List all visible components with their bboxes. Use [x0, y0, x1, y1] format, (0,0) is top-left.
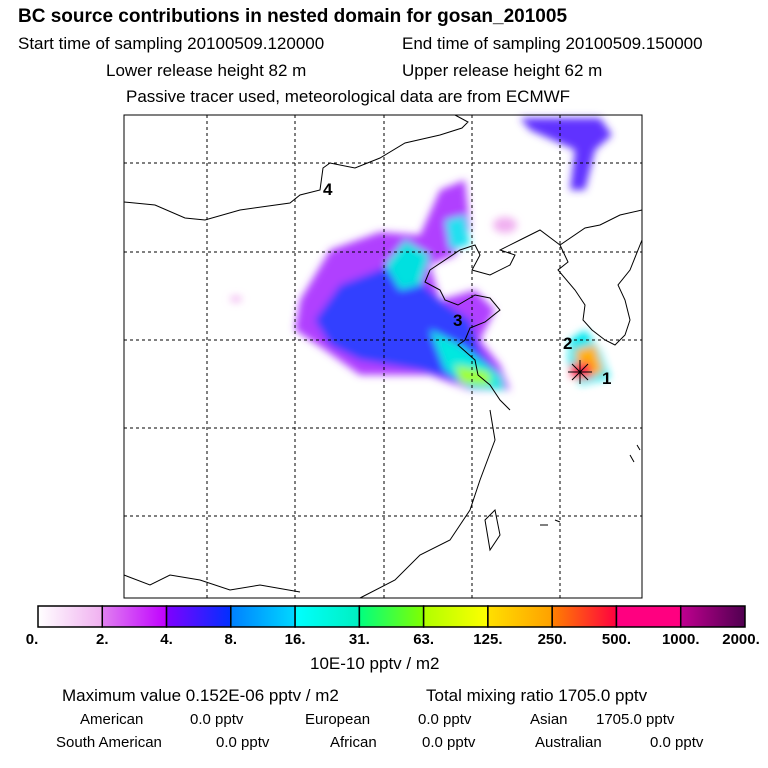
map-frame	[123, 114, 643, 599]
colorbar-segment	[679, 605, 746, 628]
colorbar-unit: 10E-10 pptv / m2	[310, 654, 440, 673]
colorbar-tick-label: 8.	[224, 631, 238, 648]
star-icon	[568, 360, 592, 384]
concentration-field	[230, 118, 612, 390]
colorbar-tick-label: 500.	[601, 631, 632, 648]
upper-height: Upper release height 62 m	[402, 61, 603, 80]
colorbar-tick-label: 4.	[160, 631, 173, 648]
value-asian: 1705.0 pptv	[596, 711, 675, 728]
tracer-note: Passive tracer used, meteorological data…	[126, 87, 571, 106]
map-label-4: 4	[323, 180, 333, 199]
label-australian: Australian	[535, 734, 602, 751]
colorbar-tick-label: 125.	[473, 631, 503, 648]
colorbar-tick-label: 2.	[96, 631, 109, 648]
colorbar-tick-label: 2000.	[722, 631, 760, 648]
colorbar-segment	[165, 605, 232, 628]
colorbar-segment	[37, 605, 104, 628]
map-label-3: 3	[453, 311, 462, 330]
value-australian: 0.0 pptv	[650, 734, 704, 751]
lower-height: Lower release height 82 m	[106, 61, 307, 80]
colorbar-segment	[101, 605, 168, 628]
map-label-1: 1	[602, 369, 611, 388]
value-african: 0.0 pptv	[422, 734, 476, 751]
colorbar-segment	[487, 605, 553, 628]
colorbar-tick-label: 63.	[413, 631, 435, 648]
colorbar-segment	[294, 605, 361, 628]
label-african: African	[330, 734, 377, 751]
label-european: European	[305, 711, 371, 728]
colorbar-segment	[422, 605, 489, 628]
label-asian: Asian	[530, 711, 568, 728]
end-time: End time of sampling 20100509.150000	[402, 34, 703, 53]
colorbar-segment	[615, 605, 682, 628]
max-value: Maximum value 0.152E-06 pptv / m2	[62, 686, 339, 705]
plot-title: BC source contributions in nested domain…	[18, 6, 568, 27]
value-european: 0.0 pptv	[418, 711, 472, 728]
colorbar-segment	[358, 605, 425, 628]
value-south-american: 0.0 pptv	[216, 734, 270, 751]
label-american: American	[80, 711, 144, 728]
colorbar-segment	[230, 605, 296, 628]
colorbar-tick-label: 31.	[348, 631, 370, 648]
colorbar-tick-label: 250.	[537, 631, 567, 648]
label-south-american: South American	[56, 734, 162, 751]
colorbar-tick-label: 0.	[25, 631, 39, 648]
total-mixing-ratio: Total mixing ratio 1705.0 pptv	[426, 686, 648, 705]
map-label-2: 2	[563, 334, 572, 353]
colorbar-tick-label: 16.	[284, 631, 306, 648]
colorbar-segment	[551, 605, 618, 628]
value-american: 0.0 pptv	[190, 711, 244, 728]
start-time: Start time of sampling 20100509.120000	[18, 34, 325, 53]
grid-lines	[124, 115, 642, 598]
colorbar	[37, 605, 746, 628]
colorbar-tick-label: 1000.	[661, 631, 700, 648]
